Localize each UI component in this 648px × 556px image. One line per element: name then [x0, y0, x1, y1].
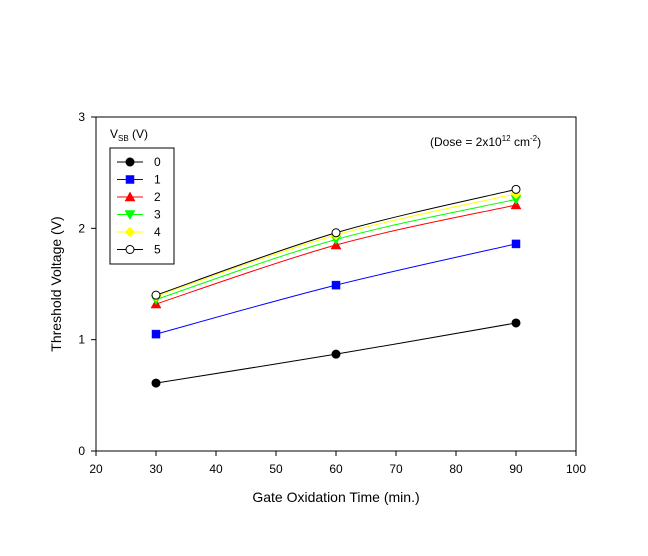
x-tick-label: 70 — [389, 462, 403, 476]
y-tick-label: 0 — [78, 444, 85, 458]
legend-marker — [125, 175, 135, 184]
data-point — [511, 239, 521, 249]
legend-entry: 5 — [117, 243, 161, 257]
legend-label: 5 — [154, 243, 161, 257]
dose-annotation-suffix: ) — [537, 135, 541, 149]
legend-marker — [124, 210, 136, 221]
legend-marker — [124, 191, 136, 202]
y-tick-label: 2 — [78, 221, 85, 235]
legend-entry: 2 — [117, 190, 161, 204]
dose-annotation-prefix: (Dose = 2x10 — [430, 135, 502, 149]
x-tick-label: 20 — [89, 462, 103, 476]
legend-title-main: V — [110, 127, 118, 141]
legend-entries: 0 1 2 3 4 5 — [117, 155, 161, 257]
x-tick-label: 30 — [149, 462, 163, 476]
data-point — [331, 349, 341, 359]
dose-annotation-unit-exponent: -2 — [530, 134, 538, 143]
x-tick-label: 90 — [509, 462, 523, 476]
legend-marker — [124, 226, 136, 238]
y-axis-ticks: 0 1 2 3 — [78, 110, 96, 458]
legend-title: VSB (V) — [110, 127, 148, 143]
data-point — [151, 329, 161, 339]
data-point — [511, 318, 521, 328]
x-tick-label: 80 — [449, 462, 463, 476]
legend-marker — [125, 157, 135, 167]
y-axis-label: Threshold Voltage (V) — [48, 216, 64, 351]
legend-title-subscript: SB — [118, 134, 129, 143]
legend-label: 3 — [154, 208, 161, 222]
data-point — [511, 184, 521, 194]
legend-label: 2 — [154, 190, 161, 204]
dose-annotation-unit: cm — [511, 135, 530, 149]
legend-entry: 4 — [117, 225, 161, 239]
data-point — [331, 228, 341, 238]
legend-label: 0 — [154, 155, 161, 169]
x-axis-ticks: 20 30 40 50 60 70 80 90 100 — [89, 451, 586, 476]
x-axis-label: Gate Oxidation Time (min.) — [252, 489, 419, 505]
data-point — [151, 378, 161, 388]
legend-title-unit: (V) — [129, 127, 148, 141]
series-5 — [151, 184, 521, 300]
legend-entry: 0 — [117, 155, 161, 169]
y-tick-label: 1 — [78, 333, 85, 347]
legend-entry: 1 — [117, 173, 161, 187]
legend-label: 1 — [154, 173, 161, 187]
legend-label: 4 — [154, 225, 161, 239]
x-tick-label: 40 — [209, 462, 223, 476]
dose-annotation-exponent: 12 — [502, 134, 511, 143]
legend-box — [109, 147, 175, 265]
x-tick-label: 60 — [329, 462, 343, 476]
legend-marker — [125, 245, 135, 254]
series-1 — [151, 239, 521, 339]
dose-annotation: (Dose = 2x1012 cm-2) — [430, 134, 541, 149]
data-point — [151, 290, 161, 300]
legend-entry: 3 — [117, 208, 161, 222]
x-tick-label: 50 — [269, 462, 283, 476]
x-tick-label: 100 — [566, 462, 586, 476]
series-0 — [151, 318, 521, 388]
y-tick-label: 3 — [78, 110, 85, 124]
data-point — [331, 280, 341, 290]
series-layer — [150, 184, 522, 388]
legend: VSB (V) 0 1 2 3 4 5 — [109, 127, 175, 265]
